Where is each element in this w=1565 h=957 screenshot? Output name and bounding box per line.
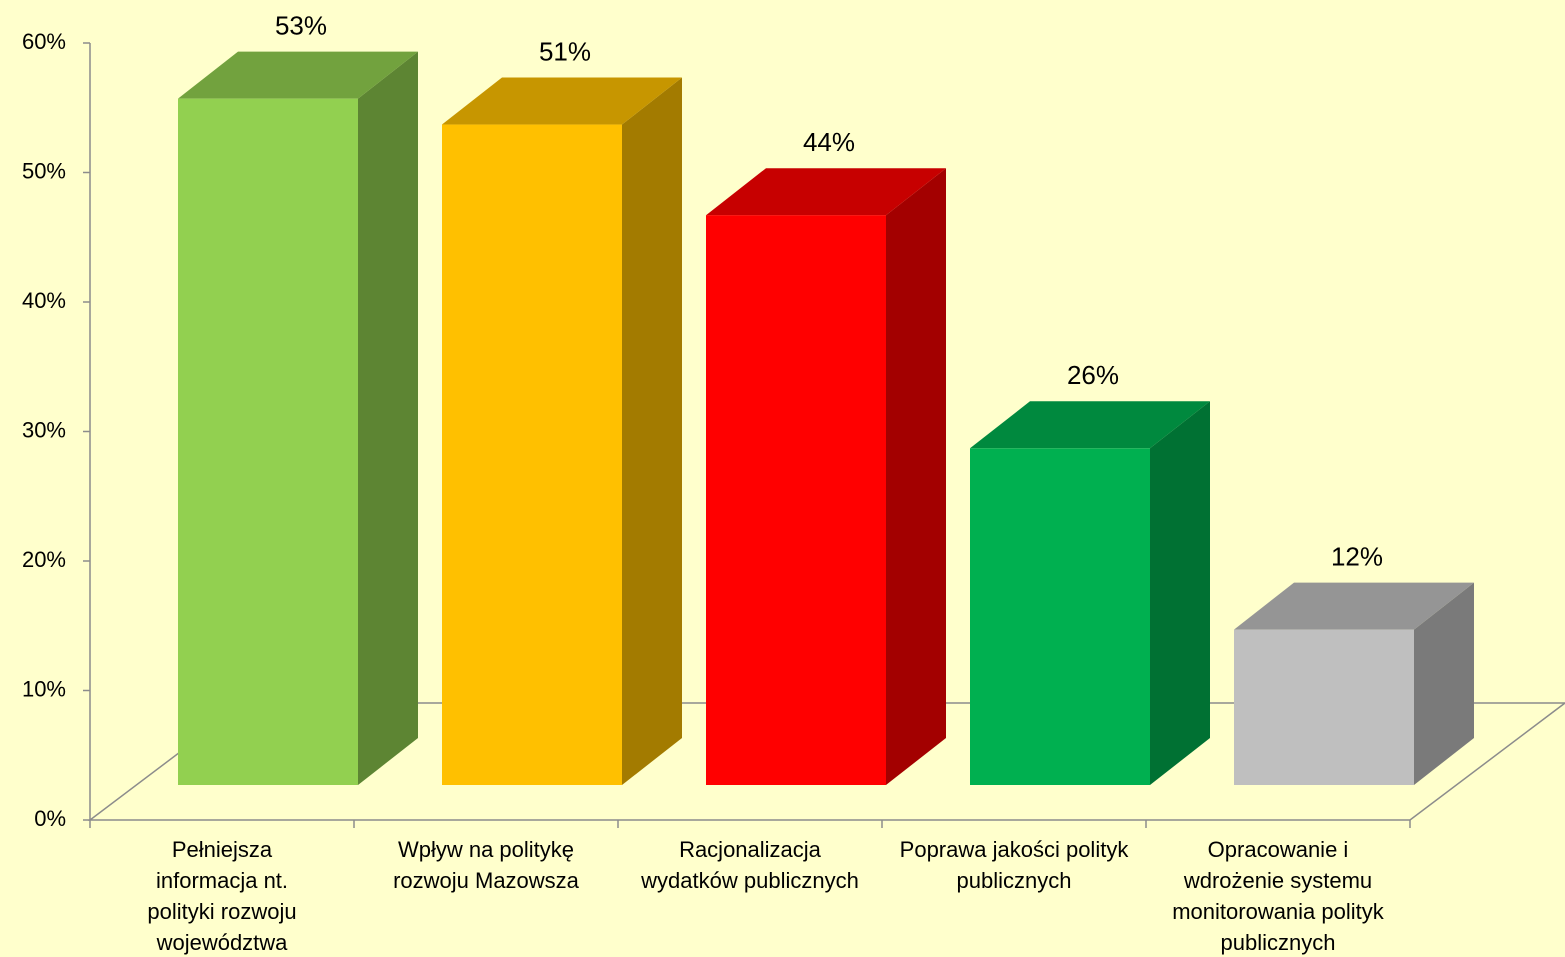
bar-side bbox=[886, 168, 946, 785]
bar-top bbox=[970, 401, 1210, 449]
value-label: 53% bbox=[275, 11, 327, 41]
value-label: 51% bbox=[539, 36, 591, 66]
value-label: 12% bbox=[1331, 541, 1383, 571]
x-tick-label: Opracowanie i wdrożenie systemu monitoro… bbox=[1172, 837, 1384, 955]
y-tick-label: 20% bbox=[22, 547, 66, 572]
bar bbox=[1234, 629, 1414, 785]
bar bbox=[442, 124, 622, 786]
bar bbox=[178, 98, 358, 785]
y-tick-label: 40% bbox=[22, 288, 66, 313]
bar-side bbox=[622, 77, 682, 786]
y-tick-label: 50% bbox=[22, 158, 66, 183]
x-tick-label: Racjonalizacja wydatków publicznych bbox=[641, 837, 859, 893]
bar-side bbox=[1150, 401, 1210, 785]
y-tick-label: 60% bbox=[22, 29, 66, 54]
value-label: 44% bbox=[803, 127, 855, 157]
bar-side bbox=[1414, 582, 1474, 785]
y-tick-label: 0% bbox=[34, 806, 66, 831]
bar-top bbox=[1234, 582, 1474, 630]
x-tick-label: Wpływ na politykę rozwoju Mazowsza bbox=[393, 837, 579, 893]
bar bbox=[970, 448, 1150, 785]
y-tick-label: 10% bbox=[22, 676, 66, 701]
bar-top bbox=[178, 51, 418, 99]
y-tick-label: 30% bbox=[22, 417, 66, 442]
bar-top bbox=[442, 77, 682, 125]
bar bbox=[706, 215, 886, 785]
x-tick-label: Pełniejsza informacja nt. polityki rozwo… bbox=[147, 837, 297, 955]
bar-top bbox=[706, 168, 946, 216]
x-tick-label: Poprawa jakości polityk publicznych bbox=[899, 837, 1129, 893]
bar-side bbox=[358, 51, 418, 785]
value-label: 26% bbox=[1067, 360, 1119, 390]
